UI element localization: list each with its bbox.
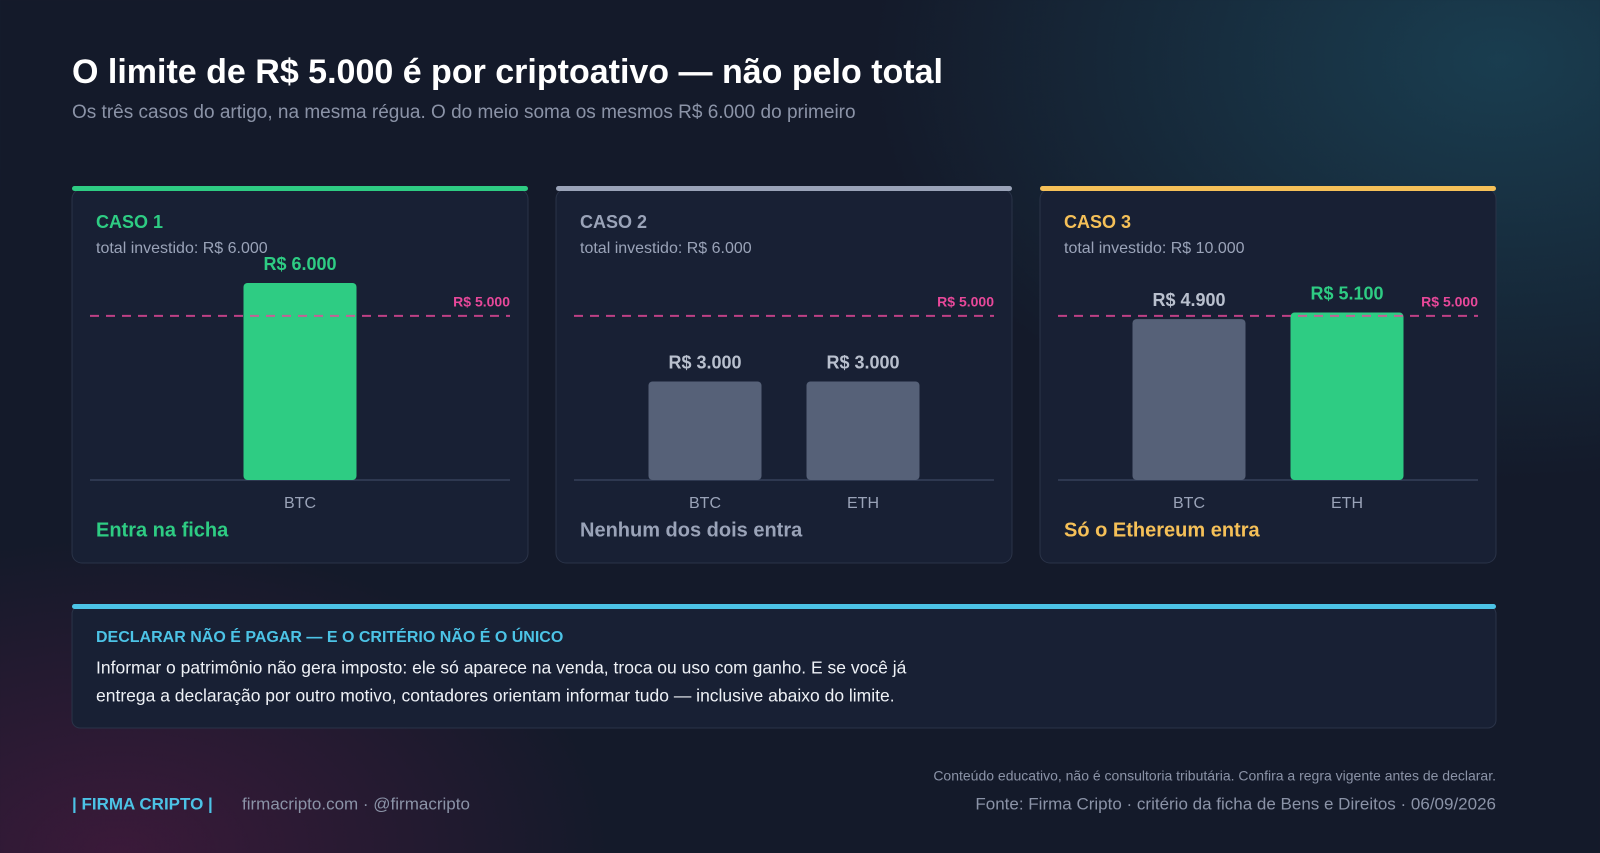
x-tick-label: ETH [847, 495, 879, 512]
source: Fonte: Firma Cripto · critério da ficha … [975, 794, 1496, 813]
x-tick-label: BTC [1173, 495, 1205, 512]
card-accent [556, 186, 1012, 191]
threshold-label: R$ 5.000 [1421, 294, 1478, 310]
page-title: O limite de R$ 5.000 é por criptoativo —… [72, 53, 943, 91]
brand: | FIRMA CRIPTO | [72, 794, 213, 813]
verdict: Só o Ethereum entra [1064, 519, 1260, 541]
bar [243, 283, 357, 480]
card-accent [72, 186, 528, 191]
card-subtitle: total investido: R$ 6.000 [580, 240, 752, 257]
threshold-label: R$ 5.000 [453, 294, 510, 310]
verdict: Entra na ficha [96, 519, 229, 541]
value-label: R$ 4.900 [1152, 290, 1225, 310]
x-tick-label: BTC [284, 495, 316, 512]
value-label: R$ 3.000 [826, 352, 899, 372]
bar [1132, 319, 1246, 480]
card-title: CASO 3 [1064, 212, 1131, 232]
note-line: entrega a declaração por outro motivo, c… [96, 686, 895, 706]
bar [1290, 312, 1404, 480]
verdict: Nenhum dos dois entra [580, 519, 803, 541]
x-tick-label: BTC [689, 495, 721, 512]
card-subtitle: total investido: R$ 6.000 [96, 240, 268, 257]
bar [806, 381, 920, 480]
x-tick-label: ETH [1331, 495, 1363, 512]
threshold-label: R$ 5.000 [937, 294, 994, 310]
note-line: Informar o patrimônio não gera imposto: … [96, 658, 907, 678]
case-card: CASO 3 total investido: R$ 10.000 R$ 4.900… [1039, 186, 1497, 564]
card-accent [1040, 186, 1496, 191]
note-box: DECLARAR NÃO É PAGAR — E O CRITÉRIO NÃO … [71, 604, 1497, 729]
value-label: R$ 6.000 [263, 254, 336, 274]
page-subtitle: Os três casos do artigo, na mesma régua.… [72, 102, 856, 123]
bar [648, 381, 762, 480]
note-title: DECLARAR NÃO É PAGAR — E O CRITÉRIO NÃO … [96, 626, 563, 646]
value-label: R$ 3.000 [668, 352, 741, 372]
card-subtitle: total investido: R$ 10.000 [1064, 240, 1245, 257]
footer-links: firmacripto.com · @firmacripto [242, 794, 470, 813]
case-card: CASO 2 total investido: R$ 6.000 R$ 3.000 B… [555, 186, 1013, 564]
disclaimer: Conteúdo educativo, não é consultoria tr… [933, 768, 1496, 784]
card-title: CASO 2 [580, 212, 647, 232]
note-accent [72, 604, 1496, 609]
value-label: R$ 5.100 [1310, 283, 1383, 303]
card-title: CASO 1 [96, 212, 163, 232]
